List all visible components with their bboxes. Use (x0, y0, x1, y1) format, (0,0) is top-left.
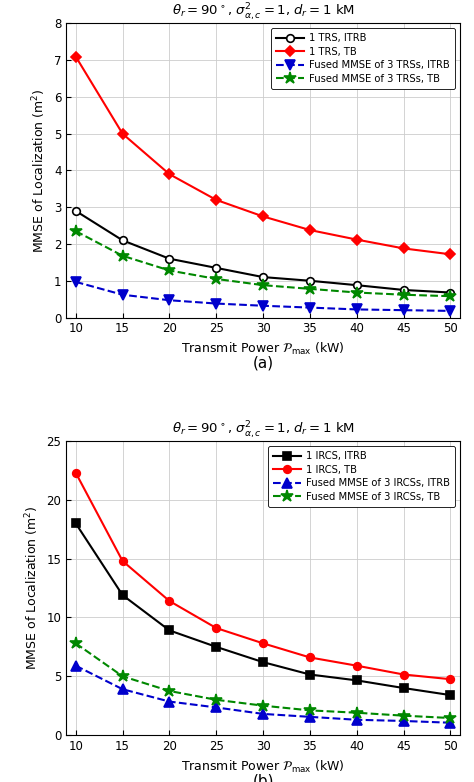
Fused MMSE of 3 IRCSs, TB (73, 639, 79, 648)
1 IRCS, TB (166, 597, 172, 606)
Fused MMSE of 3 TRSs, ITRB (260, 301, 266, 310)
1 IRCS, ITRB (401, 683, 406, 693)
Fused MMSE of 3 IRCSs, ITRB (213, 703, 219, 712)
1 IRCS, ITRB (120, 590, 126, 600)
Fused MMSE of 3 IRCSs, TB (401, 711, 406, 720)
Fused MMSE of 3 IRCSs, TB (354, 708, 360, 717)
Fused MMSE of 3 TRSs, ITRB (166, 296, 172, 305)
1 IRCS, TB (73, 468, 79, 478)
Fused MMSE of 3 IRCSs, TB (307, 705, 313, 715)
Line: 1 IRCS, ITRB: 1 IRCS, ITRB (72, 519, 454, 699)
Line: Fused MMSE of 3 IRCSs, ITRB: Fused MMSE of 3 IRCSs, ITRB (71, 661, 455, 727)
Legend: 1 IRCS, ITRB, 1 IRCS, TB, Fused MMSE of 3 IRCSs, ITRB, Fused MMSE of 3 IRCSs, TB: 1 IRCS, ITRB, 1 IRCS, TB, Fused MMSE of … (268, 446, 455, 507)
Fused MMSE of 3 TRSs, TB (120, 251, 126, 260)
1 TRS, ITRB (260, 272, 266, 282)
Fused MMSE of 3 IRCSs, ITRB (166, 697, 172, 706)
Fused MMSE of 3 TRSs, ITRB (73, 277, 79, 286)
Y-axis label: MMSE of Localization (m$^2$): MMSE of Localization (m$^2$) (31, 88, 48, 253)
Fused MMSE of 3 TRSs, ITRB (213, 299, 219, 308)
1 TRS, TB (447, 249, 453, 259)
Fused MMSE of 3 IRCSs, ITRB (447, 718, 453, 727)
Fused MMSE of 3 IRCSs, ITRB (73, 661, 79, 670)
Fused MMSE of 3 IRCSs, ITRB (120, 684, 126, 694)
1 TRS, ITRB (213, 264, 219, 273)
1 TRS, ITRB (354, 281, 360, 290)
1 IRCS, ITRB (447, 691, 453, 700)
Fused MMSE of 3 TRSs, ITRB (307, 303, 313, 312)
Fused MMSE of 3 TRSs, TB (307, 284, 313, 293)
Fused MMSE of 3 IRCSs, TB (213, 695, 219, 705)
1 IRCS, TB (447, 675, 453, 684)
Fused MMSE of 3 IRCSs, TB (260, 701, 266, 710)
1 TRS, TB (166, 170, 172, 179)
Line: 1 TRS, TB: 1 TRS, TB (72, 52, 454, 258)
Fused MMSE of 3 IRCSs, ITRB (354, 715, 360, 724)
Y-axis label: MMSE of Localization (m$^2$): MMSE of Localization (m$^2$) (24, 506, 41, 670)
Fused MMSE of 3 TRSs, ITRB (447, 307, 453, 316)
Title: $\theta_r=90^\circ$, $\sigma_{\alpha,c}^2=1$, $d_r=1$ kM: $\theta_r=90^\circ$, $\sigma_{\alpha,c}^… (172, 2, 355, 23)
Fused MMSE of 3 IRCSs, TB (447, 713, 453, 723)
Line: Fused MMSE of 3 TRSs, ITRB: Fused MMSE of 3 TRSs, ITRB (71, 278, 455, 315)
Text: (b): (b) (252, 773, 274, 782)
1 TRS, TB (260, 212, 266, 221)
1 TRS, ITRB (120, 235, 126, 245)
1 IRCS, ITRB (73, 518, 79, 528)
Fused MMSE of 3 IRCSs, ITRB (401, 716, 406, 726)
1 TRS, TB (307, 225, 313, 235)
1 TRS, TB (354, 235, 360, 244)
Fused MMSE of 3 TRSs, ITRB (120, 290, 126, 300)
Line: 1 TRS, ITRB: 1 TRS, ITRB (72, 207, 454, 296)
Line: Fused MMSE of 3 TRSs, TB: Fused MMSE of 3 TRSs, TB (70, 225, 456, 303)
Fused MMSE of 3 TRSs, TB (213, 274, 219, 284)
X-axis label: Transmit Power $\mathcal{P}_{\mathrm{max}}$ (kW): Transmit Power $\mathcal{P}_{\mathrm{max… (181, 341, 345, 357)
1 IRCS, ITRB (260, 658, 266, 667)
1 TRS, ITRB (447, 288, 453, 297)
1 TRS, TB (73, 52, 79, 61)
1 IRCS, TB (401, 670, 406, 680)
Fused MMSE of 3 TRSs, TB (401, 290, 406, 300)
1 IRCS, ITRB (354, 676, 360, 685)
1 TRS, TB (213, 196, 219, 205)
Fused MMSE of 3 IRCSs, ITRB (260, 709, 266, 719)
Fused MMSE of 3 TRSs, ITRB (354, 305, 360, 314)
Fused MMSE of 3 IRCSs, TB (166, 687, 172, 696)
Fused MMSE of 3 IRCSs, ITRB (307, 712, 313, 722)
1 TRS, ITRB (73, 206, 79, 216)
Fused MMSE of 3 TRSs, TB (73, 227, 79, 236)
1 IRCS, TB (213, 623, 219, 633)
Line: 1 IRCS, TB: 1 IRCS, TB (72, 469, 454, 683)
1 IRCS, ITRB (166, 626, 172, 635)
X-axis label: Transmit Power $\mathcal{P}_{\mathrm{max}}$ (kW): Transmit Power $\mathcal{P}_{\mathrm{max… (181, 759, 345, 775)
1 TRS, ITRB (307, 276, 313, 285)
Fused MMSE of 3 TRSs, TB (260, 281, 266, 290)
Fused MMSE of 3 IRCSs, TB (120, 672, 126, 681)
1 IRCS, TB (260, 639, 266, 648)
Legend: 1 TRS, ITRB, 1 TRS, TB, Fused MMSE of 3 TRSs, ITRB, Fused MMSE of 3 TRSs, TB: 1 TRS, ITRB, 1 TRS, TB, Fused MMSE of 3 … (271, 28, 455, 89)
Fused MMSE of 3 TRSs, TB (166, 266, 172, 275)
1 IRCS, TB (354, 661, 360, 670)
Fused MMSE of 3 TRSs, ITRB (401, 306, 406, 315)
1 TRS, TB (401, 244, 406, 253)
1 TRS, ITRB (401, 285, 406, 295)
1 IRCS, ITRB (307, 670, 313, 680)
Fused MMSE of 3 TRSs, TB (447, 292, 453, 301)
Title: $\theta_r=90^\circ$, $\sigma_{\alpha,c}^2=1$, $d_r=1$ kM: $\theta_r=90^\circ$, $\sigma_{\alpha,c}^… (172, 420, 355, 441)
1 IRCS, ITRB (213, 642, 219, 651)
1 TRS, TB (120, 129, 126, 138)
1 IRCS, TB (307, 653, 313, 662)
Text: (a): (a) (253, 356, 273, 371)
1 IRCS, TB (120, 556, 126, 565)
1 TRS, ITRB (166, 254, 172, 264)
Line: Fused MMSE of 3 IRCSs, TB: Fused MMSE of 3 IRCSs, TB (70, 637, 456, 724)
Fused MMSE of 3 TRSs, TB (354, 288, 360, 297)
